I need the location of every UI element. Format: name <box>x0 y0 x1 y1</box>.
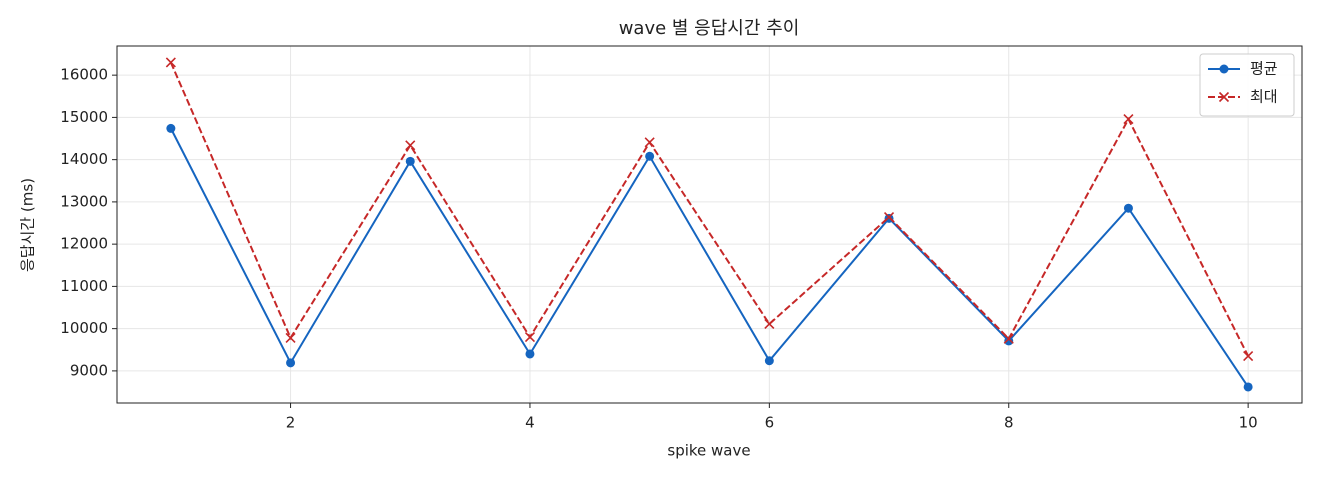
x-tick-label: 10 <box>1239 414 1258 432</box>
data-point <box>644 137 655 148</box>
plot-frame <box>116 45 1303 404</box>
data-point <box>1243 382 1253 392</box>
data-point <box>166 123 176 133</box>
y-tick-label: 9000 <box>70 361 108 379</box>
data-point <box>405 140 416 151</box>
x-tick-label: 2 <box>286 414 296 432</box>
x-axis-label: spike wave <box>667 442 750 460</box>
x-tick-label: 6 <box>765 414 775 432</box>
y-tick-label: 16000 <box>60 66 108 84</box>
data-point <box>285 332 296 344</box>
legend-marker <box>1218 91 1230 103</box>
data-point <box>1004 336 1014 346</box>
legend-marker <box>1219 64 1229 74</box>
legend-box <box>1199 53 1295 117</box>
y-tick-label: 15000 <box>60 108 108 126</box>
data-point <box>883 212 895 223</box>
y-tick-label: 11000 <box>60 277 108 295</box>
data-point <box>1123 203 1133 213</box>
y-axis-label: 응답시간 (ms) <box>19 178 37 272</box>
legend-label: 평균 <box>1250 60 1278 78</box>
y-tick-label: 14000 <box>60 150 108 168</box>
data-point <box>165 57 176 68</box>
data-point <box>1243 351 1254 362</box>
x-tick-label: 4 <box>525 414 535 432</box>
data-point <box>286 358 296 368</box>
data-point <box>645 151 655 161</box>
data-point <box>764 318 775 330</box>
y-tick-label: 10000 <box>60 319 108 337</box>
data-point <box>1123 114 1134 125</box>
series-line <box>169 127 1249 388</box>
data-point <box>1003 333 1014 344</box>
y-tick-label: 12000 <box>60 235 108 253</box>
data-point <box>525 349 535 359</box>
data-point <box>764 356 774 366</box>
series-line <box>169 62 1250 357</box>
data-point <box>405 156 415 166</box>
data-point <box>524 332 536 343</box>
chart-title: wave 별 응답시간 추이 <box>619 18 800 39</box>
legend-label: 최대 <box>1250 88 1278 106</box>
x-tick-label: 8 <box>1004 414 1014 432</box>
y-tick-label: 13000 <box>60 192 108 210</box>
